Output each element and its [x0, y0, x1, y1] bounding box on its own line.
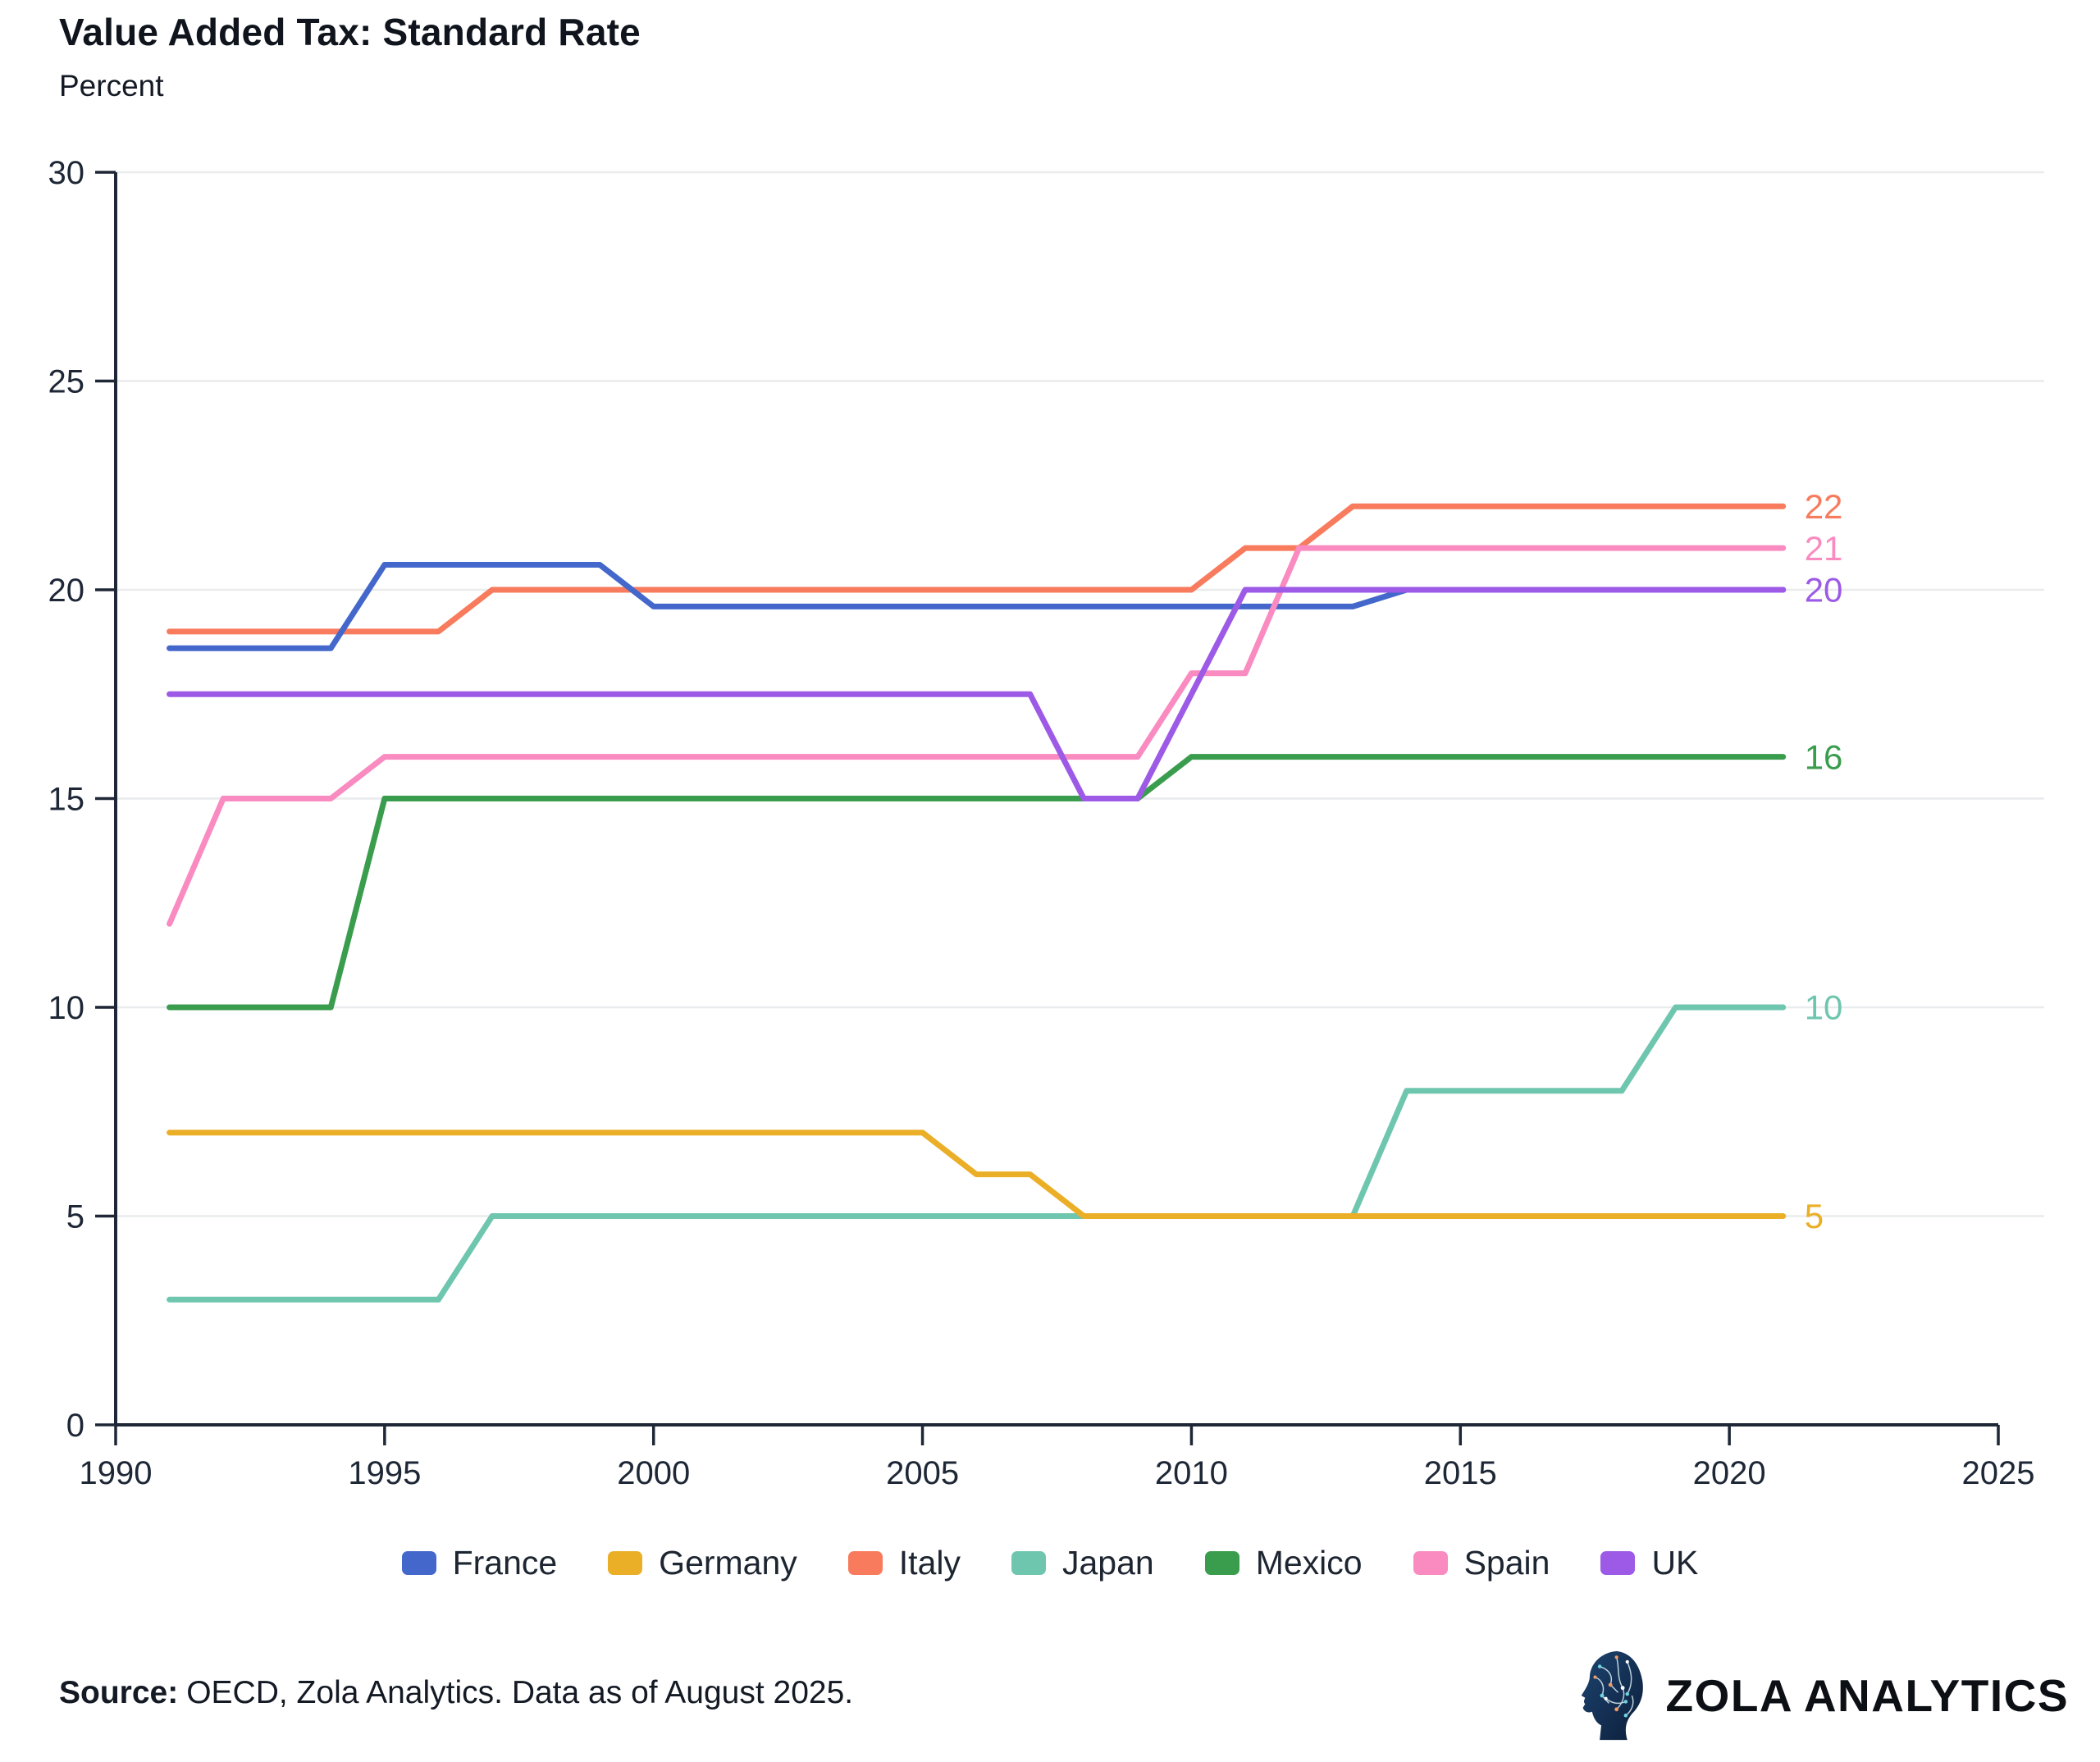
end-label-italy: 22: [1805, 487, 1843, 526]
end-label-germany: 5: [1805, 1197, 1824, 1235]
x-tick-label-2015: 2015: [1424, 1455, 1497, 1491]
y-tick-label-15: 15: [48, 782, 85, 818]
legend-item-spain: Spain: [1413, 1544, 1550, 1582]
circuit-head-icon: [1582, 1650, 1644, 1741]
legend-item-japan: Japan: [1011, 1544, 1154, 1582]
chart-subtitle: Percent: [59, 69, 164, 103]
legend-swatch-italy: [847, 1551, 883, 1575]
series-line-japan: [167, 1004, 1787, 1303]
series-line-spain: [167, 545, 1787, 927]
legend-label-mexico: Mexico: [1255, 1544, 1363, 1582]
series-line-france: [167, 561, 1787, 651]
legend-swatch-japan: [1011, 1551, 1046, 1575]
x-tick-label-2025: 2025: [1962, 1455, 2035, 1491]
legend-label-germany: Germany: [659, 1544, 797, 1582]
end-label-japan: 10: [1805, 988, 1843, 1027]
source-label: Source:: [59, 1675, 179, 1710]
legend-item-france: France: [401, 1544, 558, 1582]
x-tick-label-2000: 2000: [617, 1455, 690, 1491]
y-tick-label-10: 10: [48, 990, 85, 1026]
series-line-uk: [167, 587, 1787, 801]
legend-swatch-uk: [1600, 1551, 1636, 1575]
x-tick-label-2010: 2010: [1155, 1455, 1228, 1491]
chart-title: Value Added Tax: Standard Rate: [59, 11, 641, 53]
series-line-mexico: [167, 754, 1787, 1011]
legend-swatch-france: [401, 1551, 436, 1575]
legend-item-germany: Germany: [608, 1544, 797, 1582]
x-tick-label-1995: 1995: [348, 1455, 421, 1491]
end-label-spain: 21: [1805, 529, 1843, 568]
legend-swatch-spain: [1413, 1551, 1448, 1575]
y-tick-label-30: 30: [48, 155, 85, 191]
x-tick-label-1990: 1990: [80, 1455, 153, 1491]
legend-label-spain: Spain: [1463, 1544, 1550, 1582]
source-text: OECD, Zola Analytics. Data as of August …: [186, 1675, 854, 1710]
legend-label-italy: Italy: [898, 1544, 961, 1582]
chart-legend: France Germany Italy Japan Mexico Spain UK: [0, 1544, 2100, 1582]
y-tick-label-0: 0: [66, 1408, 84, 1444]
legend-item-mexico: Mexico: [1204, 1544, 1363, 1582]
brand-name: ZOLA ANALYTICS: [1665, 1670, 2069, 1721]
series-line-germany: [167, 1130, 1787, 1219]
x-tick-label-2005: 2005: [886, 1455, 959, 1491]
y-tick-label-25: 25: [48, 364, 85, 400]
legend-label-uk: UK: [1651, 1544, 1699, 1582]
legend-item-italy: Italy: [847, 1544, 961, 1582]
end-label-uk: 20: [1805, 571, 1843, 609]
legend-label-france: France: [452, 1544, 558, 1582]
legend-item-uk: UK: [1600, 1544, 1698, 1582]
series-line-italy: [167, 503, 1787, 635]
y-tick-label-5: 5: [66, 1199, 84, 1235]
legend-swatch-germany: [608, 1551, 643, 1575]
source-note: Source: OECD, Zola Analytics. Data as of …: [59, 1675, 853, 1711]
end-label-mexico: 16: [1805, 737, 1843, 776]
x-tick-label-2020: 2020: [1693, 1455, 1766, 1491]
y-tick-label-20: 20: [48, 573, 85, 609]
legend-swatch-mexico: [1204, 1551, 1239, 1575]
legend-label-japan: Japan: [1061, 1544, 1154, 1582]
brand-lockup: ZOLA ANALYTICS: [1578, 1647, 2069, 1744]
